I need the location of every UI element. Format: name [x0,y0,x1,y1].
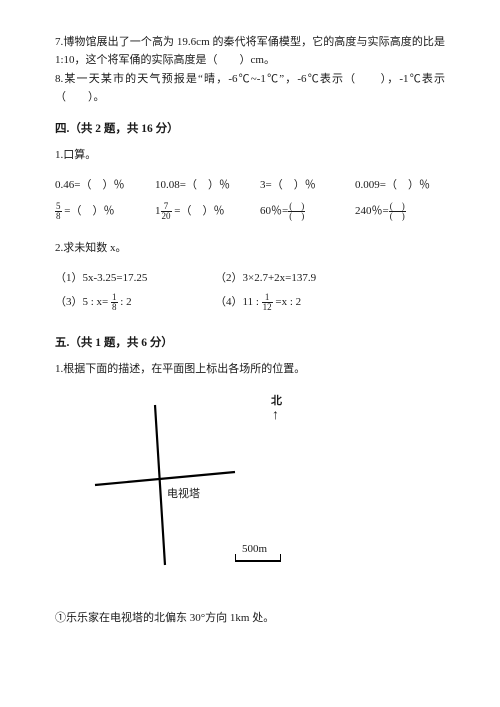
equation-1: （1）5x-3.25=17.25 [55,269,215,285]
equation-row-2: （3）5 : x= 18 : 2 （4）11 : 112 =x : 2 [55,293,445,312]
fraction-blank: ( )( ) [288,202,305,221]
calc-cell: 0.009=（ ）％ [355,176,430,192]
calc-cell: 10.08=（ ）％ [155,176,260,192]
eq-post: =x : 2 [273,296,302,308]
page-content: 7.博物馆展出了一个高为 19.6cm 的秦代将军俑模型，它的高度与实际高度的比… [0,0,500,628]
fraction: 58 [55,202,62,221]
scale-tick [280,554,281,560]
section-4-q2: 2.求未知数 x。 [55,239,445,255]
north-arrow-icon: ↑ [272,408,279,424]
label: 60％= [260,205,288,217]
equation-3: （3）5 : x= 18 : 2 [55,293,215,312]
scale-label: 500m [242,543,267,555]
section-5-q1: 1.根据下面的描述，在平面图上标出各场所的位置。 [55,360,445,376]
north-label: 北 [271,392,282,408]
calc-cell: 0.46=（ ）％ [55,176,155,192]
label: 240％= [355,205,389,217]
question-8: 8.某一天某市的天气预报是“晴，-6℃~-1℃”，-6℃表示（ ），-1℃表示（… [55,71,445,106]
calc-cell: 240％=( )( ) [355,202,406,221]
calc-row-2: 58 =（ ）％ 1720 =（ ）％ 60％=( )( ) 240％=( )(… [55,202,445,221]
position-diagram: 北 ↑ 电视塔 500m [85,390,335,590]
section-5-title: 五.（共 1 题，共 6 分） [55,334,445,350]
equation-4: （4）11 : 112 =x : 2 [215,293,301,312]
calc-cell: 58 =（ ）％ [55,202,155,221]
fraction: 112 [262,293,273,312]
scale-tick [235,554,236,560]
equation-2: （2）3×2.7+2x=137.9 [215,269,316,285]
calc-cell: 60％=( )( ) [260,202,355,221]
question-7: 7.博物馆展出了一个高为 19.6cm 的秦代将军俑模型，它的高度与实际高度的比… [55,34,445,69]
eq-pre: （4）11 : [215,296,262,308]
tower-label: 电视塔 [167,485,200,501]
fraction-blank: ( )( ) [389,202,406,221]
calc-row-1: 0.46=（ ）％ 10.08=（ ）％ 3=（ ）％ 0.009=（ ）％ [55,176,445,192]
fraction: 720 [161,202,172,221]
scale-bar [235,560,281,562]
eq-post: : 2 [118,296,132,308]
calc-cell: 1720 =（ ）％ [155,202,260,221]
calc-cell: 3=（ ）％ [260,176,355,192]
equation-row-1: （1）5x-3.25=17.25 （2）3×2.7+2x=137.9 [55,269,445,285]
section-4-q1: 1.口算。 [55,146,445,162]
section-4-title: 四.（共 2 题，共 16 分） [55,120,445,136]
eq-pre: （3）5 : x= [55,296,111,308]
section-5-item-1: ①乐乐家在电视塔的北偏东 30°方向 1km 处。 [55,610,445,628]
axes-svg [85,390,335,590]
